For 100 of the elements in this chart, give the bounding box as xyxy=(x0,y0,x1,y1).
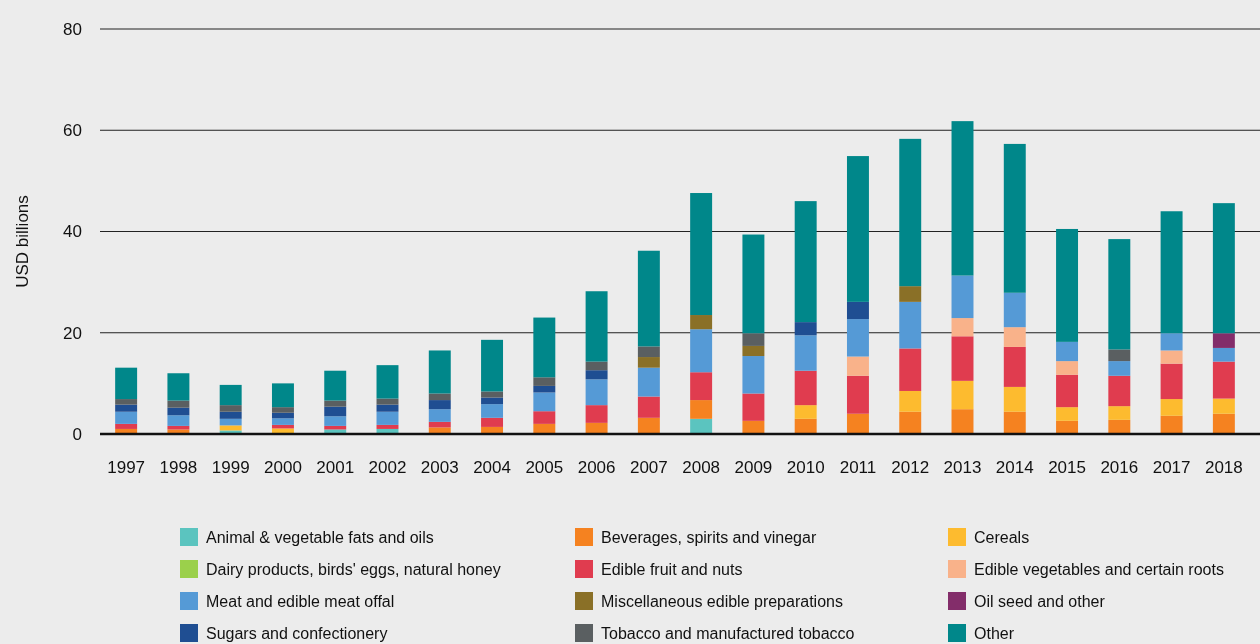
bar xyxy=(1212,361,1235,399)
x-tick-label: 1999 xyxy=(211,457,250,477)
bar xyxy=(1003,327,1026,347)
bar xyxy=(846,156,869,302)
bar xyxy=(1108,419,1131,434)
bar xyxy=(481,339,504,392)
bar xyxy=(428,400,451,410)
bar xyxy=(637,367,660,397)
bar xyxy=(585,379,608,406)
x-tick-label: 2006 xyxy=(577,457,616,477)
legend-label: Beverages, spirits and vinegar xyxy=(601,528,817,546)
bar xyxy=(1212,203,1235,334)
bar xyxy=(951,121,974,276)
bar xyxy=(637,250,660,347)
x-tick-label: 2013 xyxy=(943,457,982,477)
y-tick-label: 60 xyxy=(63,121,82,141)
bar xyxy=(1108,349,1131,362)
x-tick-label: 2005 xyxy=(525,457,564,477)
bar xyxy=(899,301,922,349)
bar xyxy=(585,405,608,423)
legend-label: Miscellaneous edible preparations xyxy=(601,592,843,610)
bar xyxy=(1003,386,1026,412)
bar xyxy=(1108,406,1131,420)
bar xyxy=(481,391,504,398)
legend-label: Edible fruit and nuts xyxy=(601,560,743,578)
legend-label: Oil seed and other xyxy=(974,592,1106,610)
bar xyxy=(376,404,399,412)
bar xyxy=(794,418,817,434)
bar xyxy=(794,370,817,406)
bar xyxy=(1212,398,1235,414)
bar xyxy=(637,417,660,434)
x-tick-label: 2017 xyxy=(1152,457,1191,477)
bar xyxy=(690,329,713,373)
bar xyxy=(1160,415,1183,434)
bar xyxy=(533,392,556,412)
x-tick-label: 2009 xyxy=(734,457,773,477)
legend-label: Animal & vegetable fats and oils xyxy=(206,528,434,546)
bar xyxy=(1212,413,1235,434)
bar xyxy=(428,427,451,434)
bar xyxy=(376,424,399,429)
bar xyxy=(1160,333,1183,351)
legend-label: Other xyxy=(974,624,1015,642)
bar xyxy=(428,409,451,422)
x-tick-label: 2000 xyxy=(264,457,302,477)
bar xyxy=(219,405,242,412)
bar xyxy=(1108,239,1131,350)
x-tick-label: 2014 xyxy=(995,457,1034,477)
bar xyxy=(742,393,765,421)
bar xyxy=(1003,411,1026,434)
bar xyxy=(533,411,556,424)
y-axis-title: USD billions xyxy=(13,195,32,288)
bar xyxy=(271,412,294,419)
bar xyxy=(1056,420,1079,434)
bar xyxy=(742,333,765,346)
bar xyxy=(115,399,138,405)
bar xyxy=(1056,374,1079,408)
bar xyxy=(271,383,294,408)
x-tick-label: 2018 xyxy=(1204,457,1243,477)
bar xyxy=(1160,399,1183,416)
bar xyxy=(1212,333,1235,348)
bar xyxy=(690,193,713,316)
x-tick-label: 2008 xyxy=(682,457,721,477)
bar xyxy=(1056,228,1079,342)
bar xyxy=(1003,143,1026,293)
bar xyxy=(951,409,974,434)
bar xyxy=(324,416,347,426)
legend-label: Cereals xyxy=(974,528,1030,546)
bar xyxy=(1160,363,1183,400)
bar xyxy=(794,335,817,371)
bar xyxy=(376,411,399,425)
bar xyxy=(115,411,138,424)
bar xyxy=(899,286,922,302)
bar xyxy=(376,398,399,405)
x-tick-label: 1998 xyxy=(159,457,198,477)
legend-label: Sugars and confectionery xyxy=(206,624,388,642)
bar xyxy=(794,322,817,336)
bar xyxy=(324,400,347,407)
bar xyxy=(1056,361,1079,375)
bar xyxy=(219,425,242,431)
bar xyxy=(690,315,713,330)
bar xyxy=(846,301,869,320)
bar xyxy=(585,361,608,371)
bar xyxy=(585,422,608,434)
bar xyxy=(690,400,713,419)
bar xyxy=(219,384,242,406)
bar xyxy=(428,350,451,394)
bar xyxy=(899,348,922,391)
bar xyxy=(324,406,347,417)
legend-label: Dairy products, birds' eggs, natural honey xyxy=(206,560,501,578)
bar xyxy=(1003,292,1026,328)
x-tick-label: 2016 xyxy=(1100,457,1139,477)
x-tick-label: 2010 xyxy=(786,457,825,477)
bar xyxy=(167,373,190,401)
bar xyxy=(115,367,138,400)
bar xyxy=(1160,211,1183,334)
x-tick-label: 1997 xyxy=(107,457,146,477)
bar xyxy=(951,275,974,319)
bar xyxy=(1160,350,1183,364)
bar xyxy=(794,201,817,323)
bar xyxy=(951,336,974,381)
